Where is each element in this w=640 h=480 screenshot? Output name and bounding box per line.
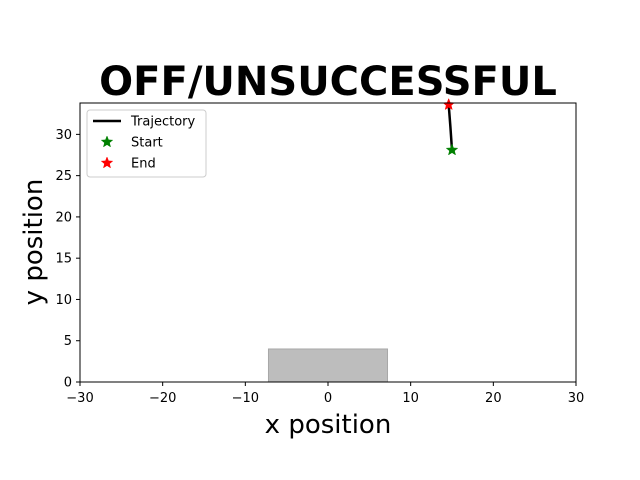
legend: Trajectory Start End	[86, 109, 207, 178]
target-region	[267, 348, 389, 383]
x-tick-label: −30	[66, 391, 93, 406]
y-axis-label: y position	[19, 179, 49, 306]
y-tick-label: 30	[55, 128, 72, 143]
y-tick-label: 20	[55, 210, 72, 225]
x-axis-label: x position	[265, 410, 392, 440]
legend-label-end: End	[131, 157, 156, 172]
legend-box	[86, 109, 207, 178]
x-tick-label: −20	[149, 391, 176, 406]
y-tick-label: 5	[64, 334, 72, 349]
chart-title: OFF/UNSUCCESSFUL	[99, 59, 557, 105]
x-tick-label: −10	[232, 391, 259, 406]
y-tick-label: 15	[55, 252, 72, 267]
x-tick-label: 10	[402, 391, 419, 406]
legend-start-swatch	[100, 135, 114, 148]
x-tick-label: 0	[324, 391, 332, 406]
x-tick-label: 30	[568, 391, 585, 406]
start-marker	[445, 143, 459, 156]
y-tick-label: 10	[55, 293, 72, 308]
legend-label-start: Start	[131, 136, 163, 151]
legend-end-swatch	[100, 156, 114, 169]
trajectory-line-0	[447, 103, 454, 152]
legend-label-trajectory: Trajectory	[130, 115, 195, 130]
x-tick-label: 20	[485, 391, 502, 406]
y-tick-label: 0	[64, 376, 72, 391]
y-tick-label: 25	[55, 169, 72, 184]
